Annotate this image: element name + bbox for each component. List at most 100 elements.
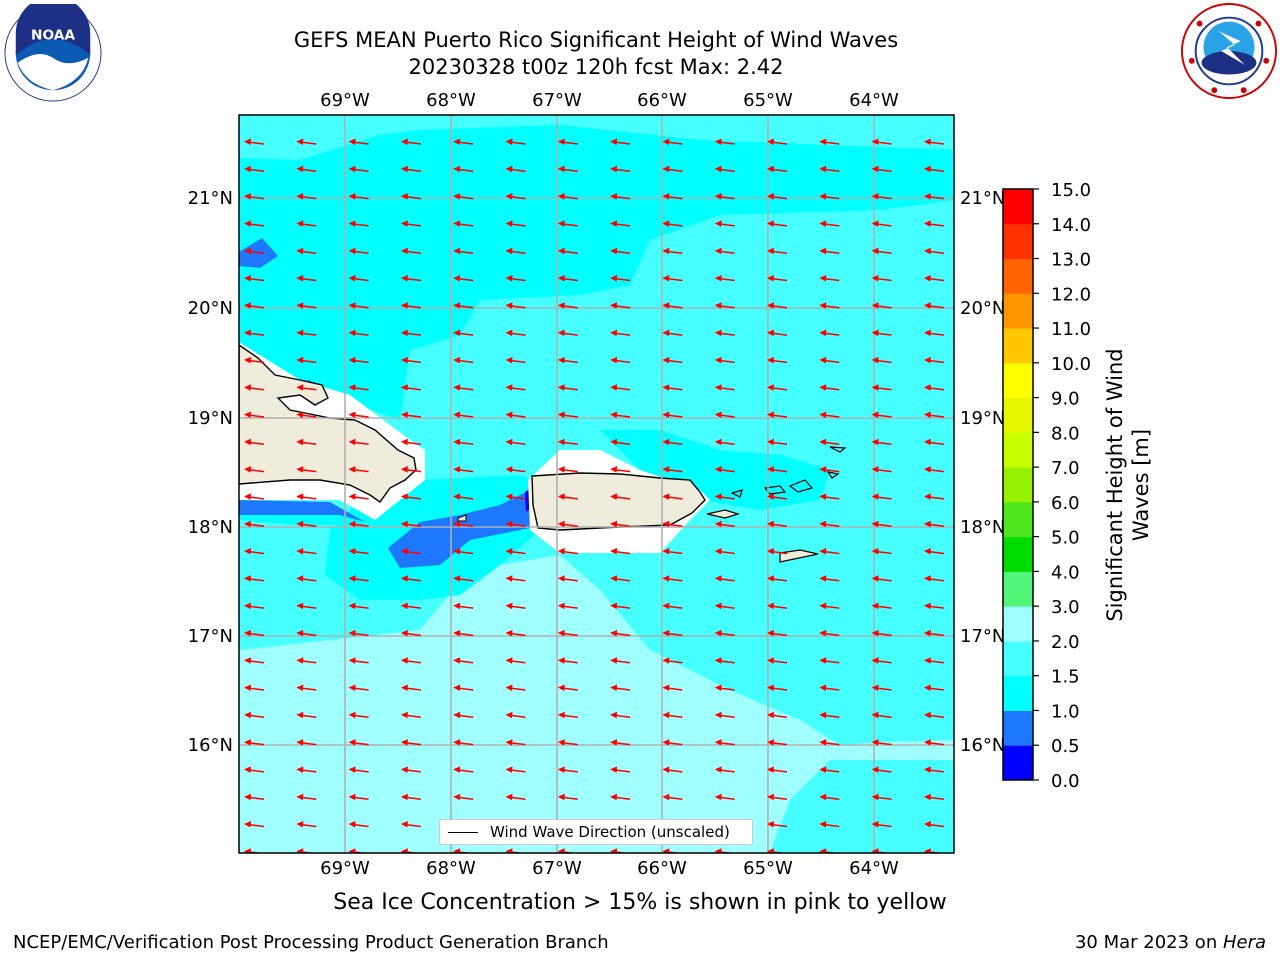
wave-arrow [348,384,369,391]
wave-arrow [923,193,944,200]
wave-arrow [453,766,474,773]
colorbar-tick-label: 5.0 [1051,528,1080,549]
wave-arrow [923,384,944,391]
wave-arrow [610,793,631,801]
wave-arrow [610,247,631,255]
wave-arrow [819,193,840,200]
wave-arrow [557,438,578,446]
wave-arrow [610,356,631,364]
wave-arrow [400,220,421,227]
wave-arrow [714,520,735,528]
wave-arrow [505,356,526,364]
wave-arrow [400,466,421,473]
wave-arrow [453,384,474,391]
wave-arrow [662,275,683,282]
wave-arrow [296,493,317,500]
wave-arrow [871,575,892,582]
wave-arrow [244,602,265,610]
wave-arrow [557,739,578,746]
wave-arrow [871,657,892,664]
wave-arrow [505,138,526,145]
wave-arrow [714,193,735,200]
colorbar-swatch [1003,745,1033,781]
colorbar-tick-label: 6.0 [1051,493,1080,514]
wave-arrow [714,766,735,773]
wave-arrow [296,684,317,691]
colorbar-tick-label: 2.0 [1051,632,1080,653]
wave-arrow [767,821,788,828]
wave-arrow [714,275,735,282]
wave-arrow [871,302,892,309]
colorbar-tick-label: 15.0 [1051,180,1091,201]
wave-arrow [557,193,578,200]
wave-arrow [400,247,421,255]
wave-arrow [244,275,265,282]
wave-arrow [662,575,683,582]
wave-arrow [610,384,631,391]
wave-arrow [819,629,840,637]
wave-arrow [296,275,317,282]
wave-arrow [296,138,317,145]
wave-arrow [923,411,944,418]
wave-arrow [296,302,317,309]
lon-label-bottom: 67°W [532,858,582,879]
wave-arrow [296,193,317,200]
wave-arrow [505,684,526,691]
wave-arrow [557,548,578,555]
wave-arrow [505,520,526,528]
wave-arrow [767,793,788,801]
wave-arrow [453,684,474,691]
wave-arrow [557,384,578,391]
wave-arrow [819,602,840,610]
wave-arrow [662,466,683,473]
wave-arrow [610,684,631,691]
wave-arrow [505,193,526,200]
wave-arrow [557,220,578,227]
wave-arrow [244,739,265,746]
wave-arrow [400,138,421,145]
wave-arrow [557,247,578,255]
wave-arrow [453,220,474,227]
colorbar-swatch [1003,362,1033,399]
colorbar-swatch [1003,432,1033,468]
lon-label-bottom: 66°W [637,858,687,879]
colorbar-label: Significant Height of Wind Waves [m] [1103,348,1153,622]
wave-arrow [871,411,892,418]
wave-arrow [505,657,526,664]
wave-arrow [348,193,369,200]
wave-arrow [923,493,944,500]
wave-arrow [767,629,788,637]
wave-arrow [662,193,683,200]
wave-arrow [400,766,421,773]
wave-arrow [557,602,578,610]
wave-arrow [400,165,421,173]
wave-arrow [819,466,840,473]
wave-arrow [348,438,369,446]
wave-arrow [557,629,578,637]
svg-text:NOAA: NOAA [31,27,75,43]
wave-arrow [767,466,788,473]
wave-arrow [610,438,631,446]
wave-arrow [923,684,944,691]
wave-arrow [871,384,892,391]
colorbar-tick-label: 8.0 [1051,423,1080,444]
wave-arrow [453,739,474,746]
colorbar-swatch [1003,293,1033,329]
wave-arrow [453,466,474,473]
wave-arrow [244,138,265,145]
wave-arrow [453,165,474,173]
colorbar-tick-label: 0.0 [1051,771,1080,792]
colorbar-tick-label: 10.0 [1051,354,1091,375]
wave-arrow [767,220,788,227]
wave-arrow [871,193,892,200]
lon-label-bottom: 69°W [320,858,370,879]
wave-arrow [871,602,892,610]
wave-arrow [557,138,578,145]
wave-arrow [714,220,735,227]
wave-arrow [662,247,683,255]
lat-label-left: 21°N [188,188,233,209]
lon-label-top: 67°W [532,90,582,111]
colorbar-tick-label: 4.0 [1051,562,1080,583]
wave-arrow [871,493,892,500]
lon-label-bottom: 68°W [426,858,476,879]
